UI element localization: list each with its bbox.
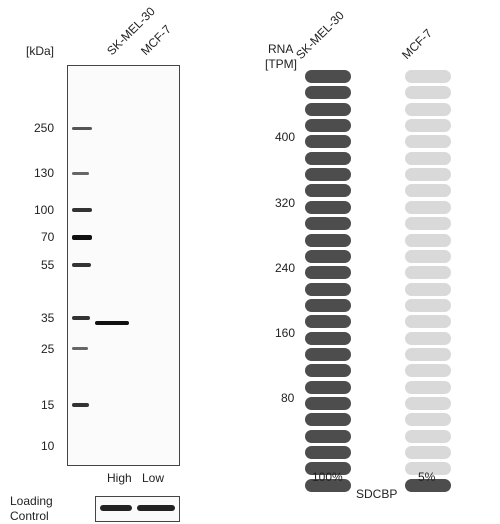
ladder-band-55 [72, 263, 91, 267]
rna-tpm-bar [305, 479, 351, 492]
rna-tpm-bar [405, 217, 451, 230]
rna-tpm-bar [405, 103, 451, 116]
loading-control-label-line2: Control [10, 509, 49, 523]
rna-tpm-bar [305, 86, 351, 99]
rna-tpm-bar [305, 152, 351, 165]
rna-tpm-bar [405, 348, 451, 361]
ladder-band-25 [72, 347, 88, 350]
rna-tpm-bar [405, 397, 451, 410]
rna-tpm-bar [305, 250, 351, 263]
rna-tpm-bar [305, 381, 351, 394]
rna-tpm-bar [405, 168, 451, 181]
rna-tpm-bar [405, 201, 451, 214]
marker-label-35: 35 [41, 311, 55, 325]
gene-name: SDCBP [356, 487, 398, 501]
marker-label-25: 25 [41, 342, 55, 356]
rna-tpm-bar [405, 119, 451, 132]
rna-axis-tick-160: 160 [275, 326, 296, 340]
rna-column-label-2: MCF-7 [399, 26, 435, 63]
marker-label-130: 130 [34, 166, 55, 180]
rna-tpm-bar [305, 397, 351, 410]
rna-tpm-bar [405, 299, 451, 312]
rna-tpm-bar [405, 86, 451, 99]
rna-axis-tick-240: 240 [275, 261, 296, 275]
rna-tpm-bar [405, 364, 451, 377]
rna-tpm-bar [305, 299, 351, 312]
rna-tpm-bar [305, 217, 351, 230]
rna-axis-tick-80: 80 [281, 391, 295, 405]
rna-percent-sk-mel-30: 100% [312, 470, 343, 484]
loading-control-label-line1: Loading [10, 494, 53, 508]
rna-column-mcf-7 [405, 70, 451, 492]
rna-tpm-bar [405, 250, 451, 263]
rna-tpm-bar [305, 168, 351, 181]
rna-header-line2: [TPM] [265, 57, 297, 71]
ladder-band-100 [72, 208, 92, 212]
rna-header-line1: RNA [268, 42, 294, 56]
rna-tpm-bar [305, 446, 351, 459]
rna-tpm-bar [405, 266, 451, 279]
rna-tpm-bar [305, 364, 351, 377]
marker-label-70: 70 [41, 230, 55, 244]
marker-label-55: 55 [41, 258, 55, 272]
marker-label-15: 15 [41, 398, 55, 412]
rna-tpm-bar [405, 234, 451, 247]
marker-label-10: 10 [41, 439, 55, 453]
ladder-band-15 [72, 403, 89, 407]
rna-axis-tick-320: 320 [275, 196, 296, 210]
expression-label-high: High [107, 471, 132, 485]
rna-tpm-bar [405, 430, 451, 443]
rna-tpm-bar [305, 430, 351, 443]
rna-column-label-1: SK-MEL-30 [293, 8, 347, 63]
rna-tpm-bar [405, 184, 451, 197]
sample-band-sk-mel-30 [95, 321, 129, 325]
marker-label-250: 250 [34, 121, 55, 135]
rna-tpm-bar [305, 135, 351, 148]
rna-tpm-bar [305, 332, 351, 345]
rna-tpm-bar [305, 283, 351, 296]
rna-tpm-bar [405, 381, 451, 394]
expression-label-low: Low [142, 471, 165, 485]
kda-label: [kDa] [26, 44, 55, 58]
rna-tpm-bar [405, 70, 451, 83]
rna-column-sk-mel-30 [305, 70, 351, 492]
loading-control-band-2 [137, 505, 175, 511]
ladder-band-250 [72, 127, 92, 130]
rna-tpm-bar [405, 332, 451, 345]
rna-percent-mcf-7: 5% [418, 470, 436, 484]
rna-tpm-bar [405, 446, 451, 459]
rna-axis-tick-400: 400 [275, 130, 296, 144]
ladder-band-130 [72, 172, 89, 175]
rna-tpm-bar [305, 201, 351, 214]
rna-tpm-bar [405, 315, 451, 328]
rna-tpm-bar [305, 234, 351, 247]
ladder-band-70 [72, 235, 92, 240]
rna-tpm-bar [305, 70, 351, 83]
rna-tpm-bar [305, 184, 351, 197]
rna-tpm-bar [405, 283, 451, 296]
rna-tpm-bar [305, 462, 351, 475]
rna-tpm-bar [305, 119, 351, 132]
rna-tpm-bar [305, 413, 351, 426]
loading-control-band-1 [100, 505, 132, 511]
ladder-band-35 [72, 316, 90, 320]
rna-tpm-bar [405, 135, 451, 148]
rna-tpm-bar [305, 103, 351, 116]
rna-tpm-bar [405, 462, 451, 475]
marker-label-100: 100 [34, 203, 55, 217]
rna-tpm-bar [405, 152, 451, 165]
rna-tpm-bar [405, 479, 451, 492]
rna-tpm-bar [405, 413, 451, 426]
rna-tpm-bar [305, 315, 351, 328]
rna-tpm-bar [305, 348, 351, 361]
rna-tpm-bar [305, 266, 351, 279]
